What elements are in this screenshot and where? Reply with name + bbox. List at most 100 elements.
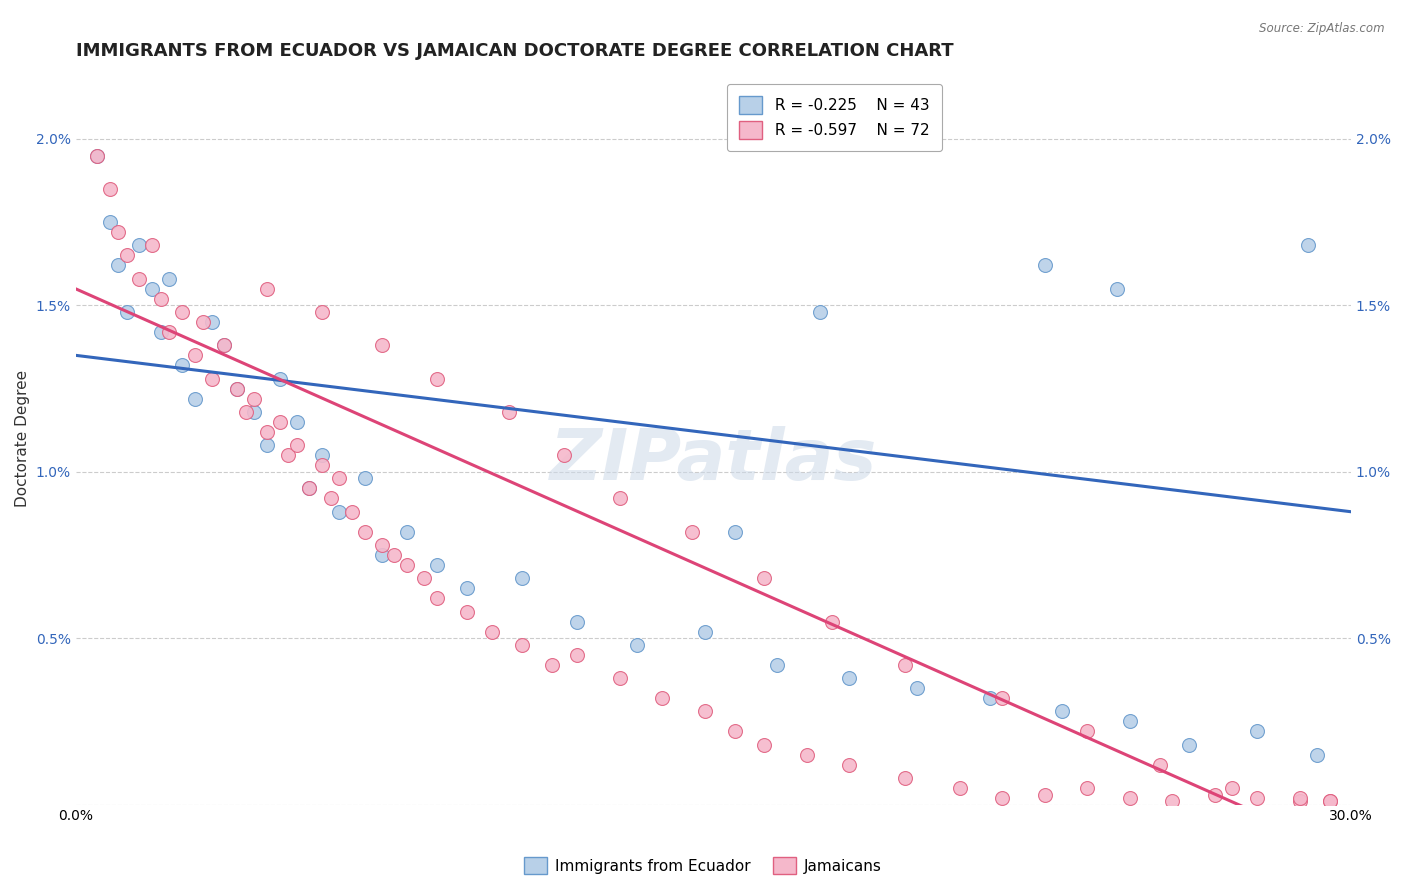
Point	[396, 524, 419, 539]
Point	[256, 282, 278, 296]
Point	[226, 382, 249, 396]
Point	[285, 415, 308, 429]
Point	[149, 325, 172, 339]
Point	[328, 505, 350, 519]
Point	[1348, 794, 1371, 808]
Point	[256, 425, 278, 439]
Point	[256, 438, 278, 452]
Point	[796, 747, 818, 762]
Point	[510, 638, 533, 652]
Point	[426, 558, 449, 572]
Point	[838, 757, 860, 772]
Point	[277, 448, 299, 462]
Point	[226, 382, 249, 396]
Point	[905, 681, 928, 695]
Legend: Immigrants from Ecuador, Jamaicans: Immigrants from Ecuador, Jamaicans	[519, 851, 887, 880]
Point	[1119, 791, 1142, 805]
Point	[456, 582, 478, 596]
Point	[681, 524, 703, 539]
Point	[609, 671, 631, 685]
Point	[766, 657, 789, 672]
Point	[86, 148, 108, 162]
Point	[893, 657, 915, 672]
Point	[370, 538, 392, 552]
Point	[214, 338, 236, 352]
Point	[328, 471, 350, 485]
Point	[128, 272, 150, 286]
Point	[456, 605, 478, 619]
Point	[949, 780, 972, 795]
Point	[1298, 238, 1320, 252]
Point	[200, 371, 222, 385]
Text: IMMIGRANTS FROM ECUADOR VS JAMAICAN DOCTORATE DEGREE CORRELATION CHART: IMMIGRANTS FROM ECUADOR VS JAMAICAN DOCT…	[76, 42, 953, 60]
Point	[991, 691, 1014, 706]
Point	[1107, 282, 1129, 296]
Point	[396, 558, 419, 572]
Point	[340, 505, 363, 519]
Point	[311, 305, 333, 319]
Point	[191, 315, 214, 329]
Point	[1220, 780, 1243, 795]
Point	[1319, 794, 1341, 808]
Point	[693, 624, 716, 639]
Point	[754, 571, 776, 585]
Point	[285, 438, 308, 452]
Point	[510, 571, 533, 585]
Point	[1319, 794, 1341, 808]
Point	[353, 471, 375, 485]
Point	[1204, 788, 1226, 802]
Point	[1033, 259, 1056, 273]
Point	[98, 215, 121, 229]
Point	[235, 405, 257, 419]
Point	[298, 482, 321, 496]
Point	[157, 325, 180, 339]
Point	[141, 282, 163, 296]
Y-axis label: Doctorate Degree: Doctorate Degree	[15, 370, 30, 507]
Point	[426, 371, 449, 385]
Point	[1076, 780, 1098, 795]
Point	[553, 448, 575, 462]
Point	[298, 482, 321, 496]
Point	[1289, 794, 1312, 808]
Point	[149, 292, 172, 306]
Point	[115, 248, 138, 262]
Point	[540, 657, 562, 672]
Point	[214, 338, 236, 352]
Text: ZIPatlas: ZIPatlas	[550, 426, 877, 495]
Point	[141, 238, 163, 252]
Point	[808, 305, 831, 319]
Point	[723, 524, 745, 539]
Point	[1246, 724, 1268, 739]
Point	[107, 259, 129, 273]
Point	[243, 405, 266, 419]
Point	[498, 405, 520, 419]
Point	[107, 225, 129, 239]
Point	[626, 638, 648, 652]
Point	[170, 359, 193, 373]
Point	[86, 148, 108, 162]
Point	[1050, 705, 1073, 719]
Point	[1246, 791, 1268, 805]
Point	[723, 724, 745, 739]
Point	[1178, 738, 1201, 752]
Point	[98, 182, 121, 196]
Point	[991, 791, 1014, 805]
Point	[157, 272, 180, 286]
Point	[1033, 788, 1056, 802]
Point	[170, 305, 193, 319]
Point	[1306, 747, 1329, 762]
Point	[183, 348, 205, 362]
Point	[128, 238, 150, 252]
Point	[243, 392, 266, 406]
Point	[651, 691, 673, 706]
Point	[567, 648, 589, 662]
Point	[693, 705, 716, 719]
Point	[269, 415, 291, 429]
Point	[370, 338, 392, 352]
Point	[353, 524, 375, 539]
Point	[979, 691, 1001, 706]
Point	[183, 392, 205, 406]
Point	[115, 305, 138, 319]
Point	[838, 671, 860, 685]
Point	[1289, 791, 1312, 805]
